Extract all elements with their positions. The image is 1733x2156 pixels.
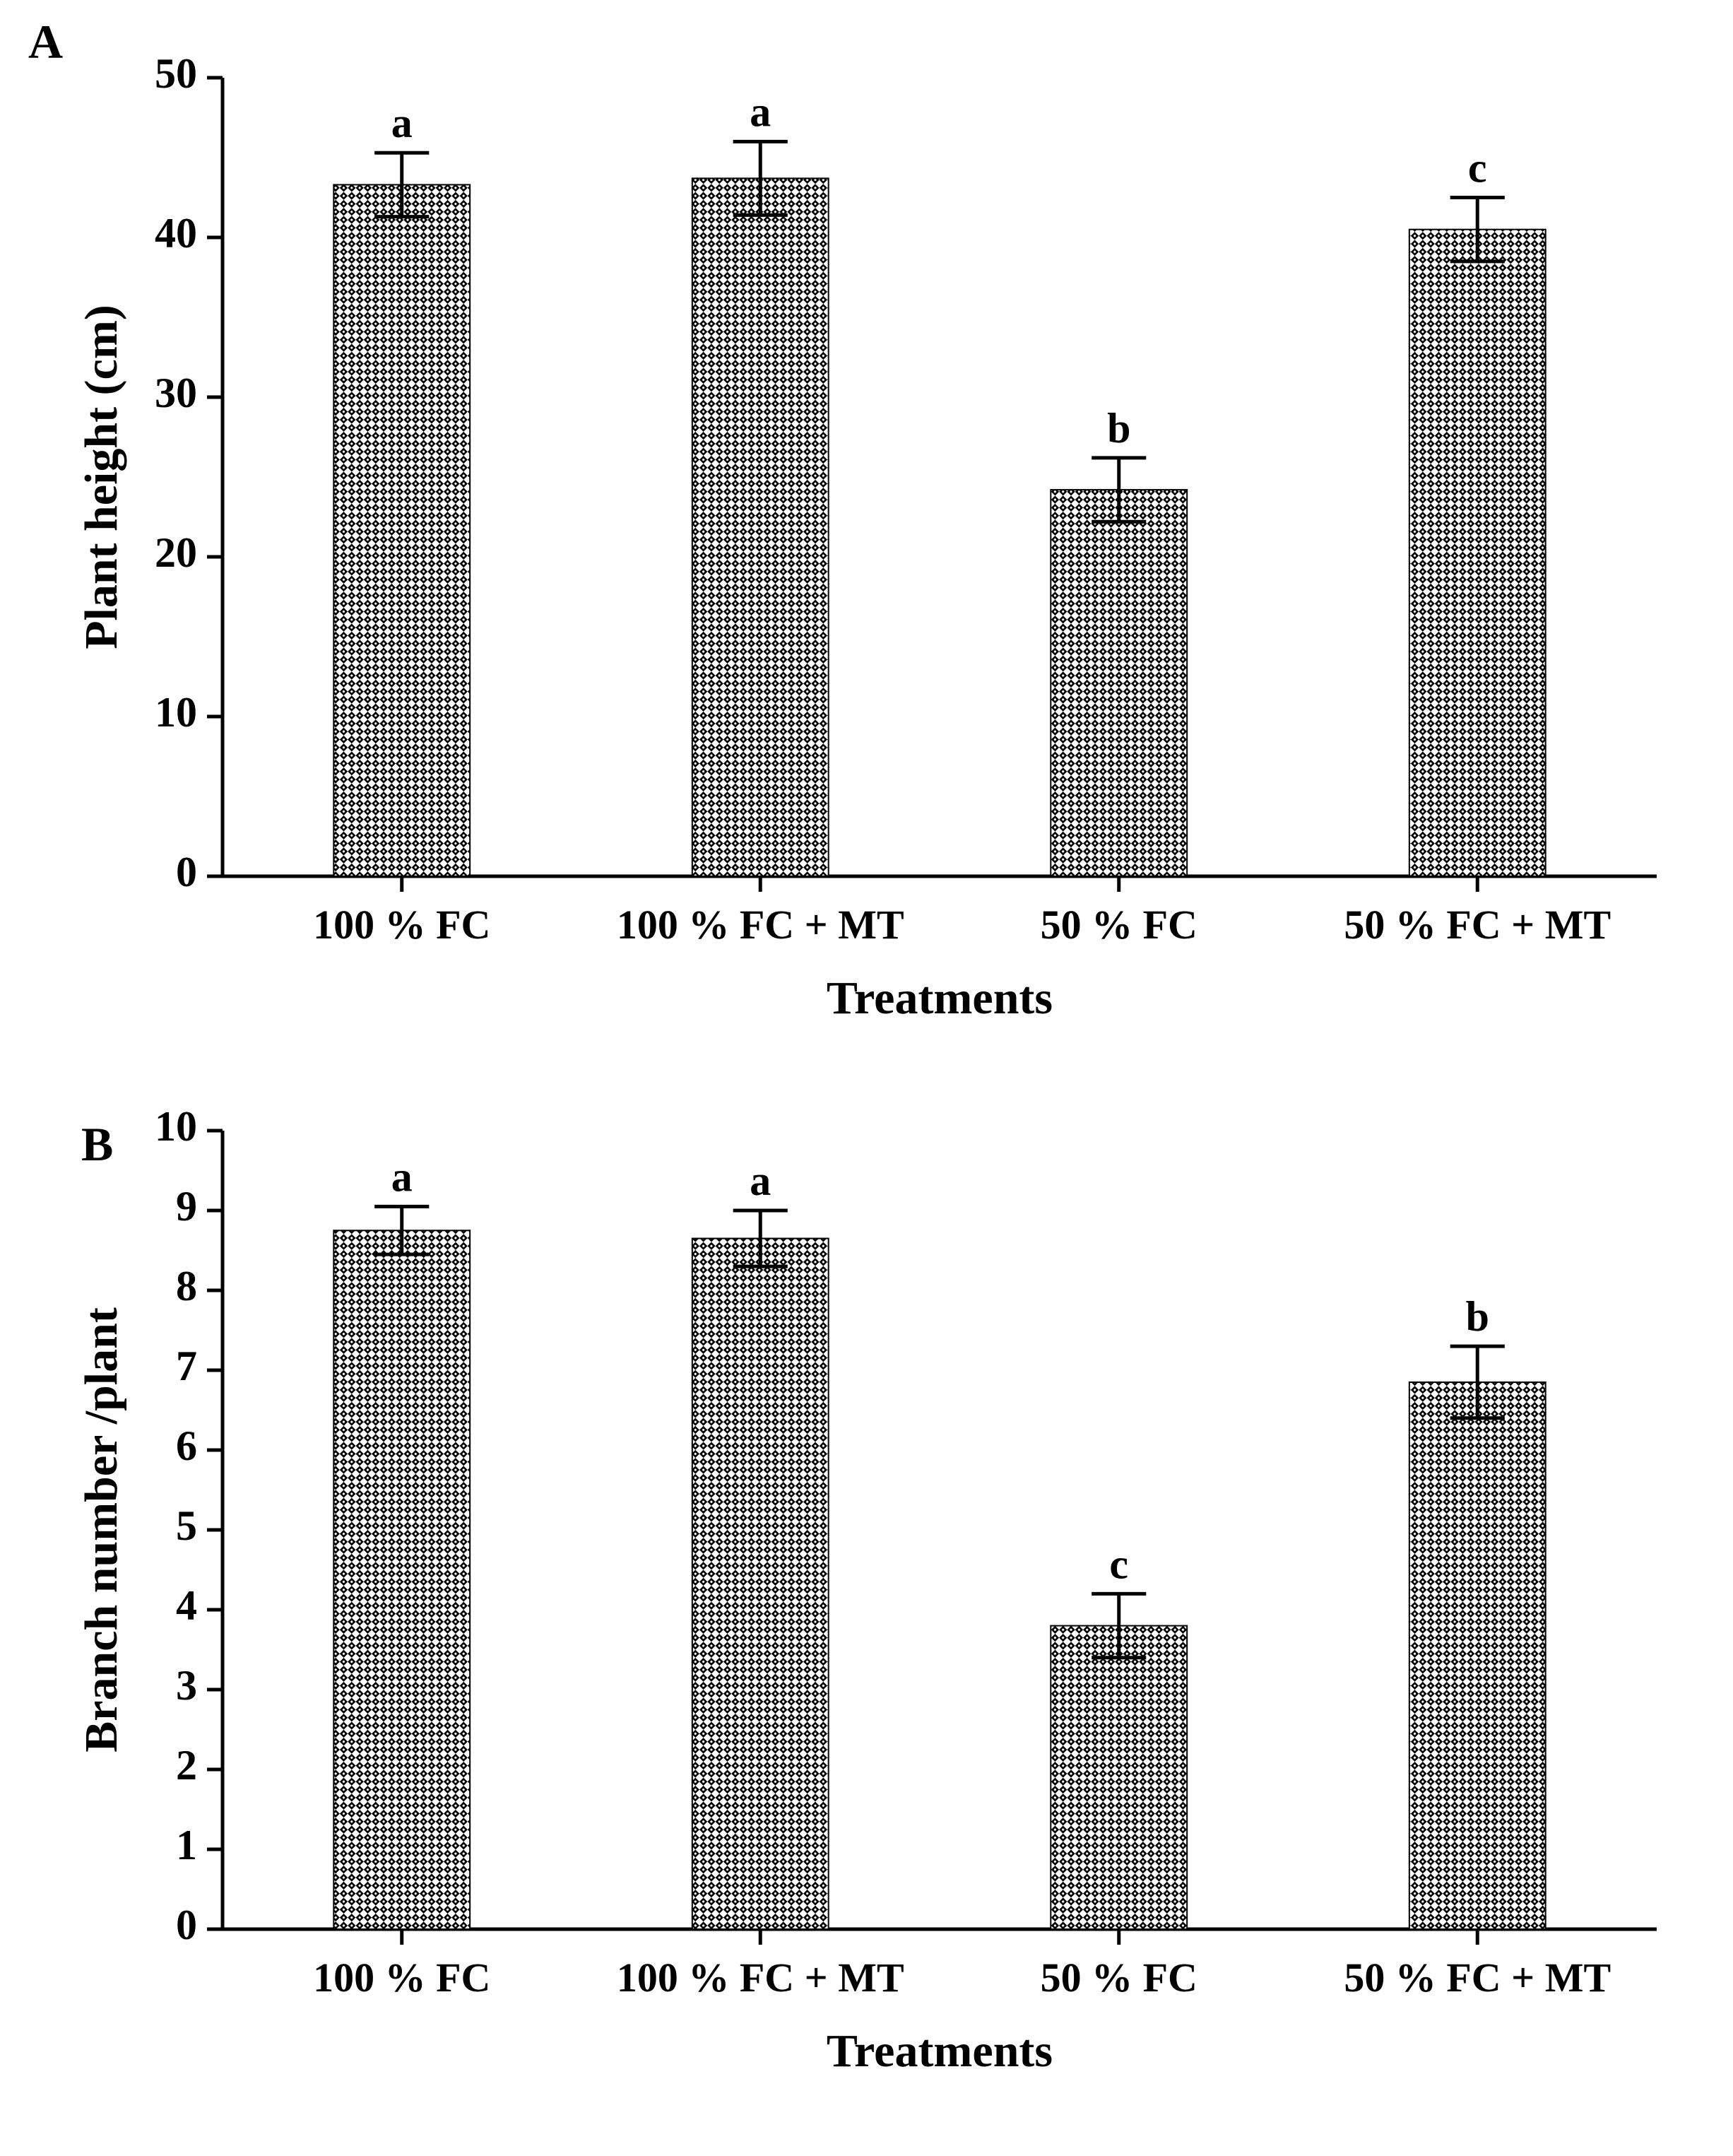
svg-text:20: 20 <box>155 529 197 576</box>
bar <box>1409 230 1546 876</box>
svg-text:9: 9 <box>176 1183 197 1230</box>
svg-text:10: 10 <box>155 689 197 736</box>
svg-text:b: b <box>1466 1293 1489 1340</box>
svg-text:0: 0 <box>176 849 197 895</box>
svg-text:b: b <box>1107 405 1130 452</box>
svg-text:a: a <box>750 1157 771 1204</box>
bar <box>1051 1626 1187 1929</box>
bar <box>692 178 829 876</box>
svg-text:7: 7 <box>176 1343 197 1389</box>
svg-text:10: 10 <box>155 1103 197 1150</box>
svg-text:50: 50 <box>155 50 197 97</box>
svg-text:50 % FC + MT: 50 % FC + MT <box>1344 1955 1611 2001</box>
svg-text:a: a <box>391 1153 413 1200</box>
svg-text:a: a <box>750 88 771 135</box>
svg-text:Treatments: Treatments <box>827 972 1053 1024</box>
svg-text:c: c <box>1109 1541 1128 1587</box>
svg-text:30: 30 <box>155 370 197 416</box>
svg-text:3: 3 <box>176 1662 197 1709</box>
svg-text:50 % FC + MT: 50 % FC + MT <box>1344 902 1611 948</box>
chart-b-svg: 0 1 2 3 4 5 6 7 8 9 10 Branch number /plant a 100 % F… <box>0 1074 1733 2148</box>
svg-text:100 % FC + MT: 100 % FC + MT <box>617 1955 904 2001</box>
bar <box>333 184 470 876</box>
bar <box>692 1239 829 1929</box>
svg-text:50 % FC: 50 % FC <box>1041 1955 1197 2001</box>
svg-text:5: 5 <box>176 1502 197 1549</box>
svg-text:1: 1 <box>176 1822 197 1868</box>
svg-text:0: 0 <box>176 1902 197 1948</box>
bar <box>1051 490 1187 876</box>
svg-text:8: 8 <box>176 1263 197 1309</box>
svg-text:Treatments: Treatments <box>827 2025 1053 2077</box>
svg-text:c: c <box>1468 145 1487 192</box>
svg-text:100 % FC: 100 % FC <box>313 1955 490 2001</box>
chart-a-svg: 0 10 20 30 40 50 Plant height (cm) a 100 % FC a 10… <box>0 0 1733 1074</box>
bar <box>333 1230 470 1929</box>
bar <box>1409 1382 1546 1929</box>
svg-text:Plant height (cm): Plant height (cm) <box>76 305 127 649</box>
svg-text:6: 6 <box>176 1422 197 1469</box>
svg-text:4: 4 <box>176 1582 197 1629</box>
svg-text:40: 40 <box>155 210 197 257</box>
svg-text:Branch number /plant: Branch number /plant <box>76 1307 127 1753</box>
svg-text:a: a <box>391 100 413 146</box>
svg-text:100 % FC: 100 % FC <box>313 902 490 948</box>
svg-text:50 % FC: 50 % FC <box>1041 902 1197 948</box>
svg-text:2: 2 <box>176 1742 197 1789</box>
svg-text:100 % FC + MT: 100 % FC + MT <box>617 902 904 948</box>
